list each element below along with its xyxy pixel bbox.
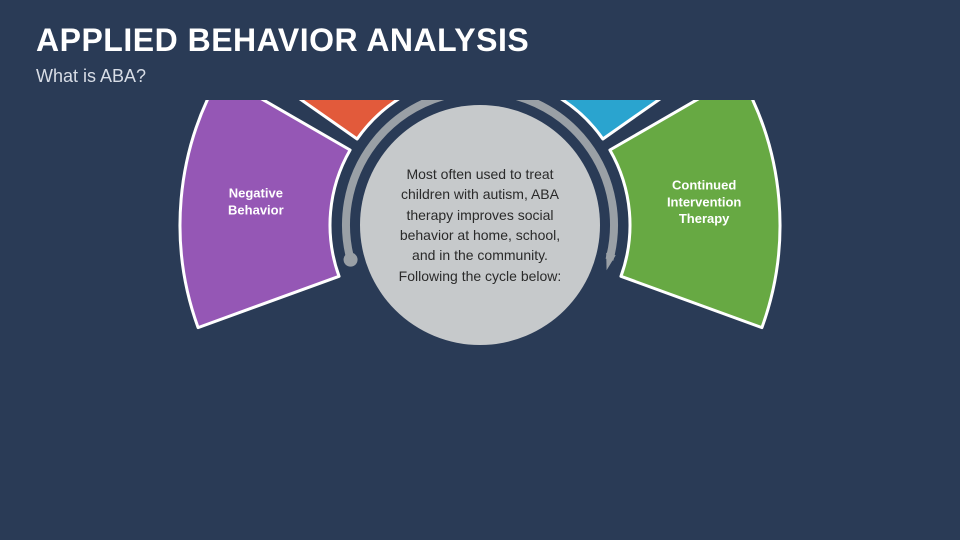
cycle-arrowhead [606,253,616,271]
center-circle: Most often used to treat children with a… [360,105,600,345]
segment-label-0: NegativeBehavior [228,185,284,217]
cycle-start-dot [344,253,358,267]
center-text: Most often used to treat children with a… [390,164,570,286]
aba-cycle-diagram: NegativeBehaviorAnalysis andIntervention… [0,100,960,540]
page-title: APPLIED BEHAVIOR ANALYSIS [36,22,529,59]
page-subtitle: What is ABA? [36,66,146,87]
